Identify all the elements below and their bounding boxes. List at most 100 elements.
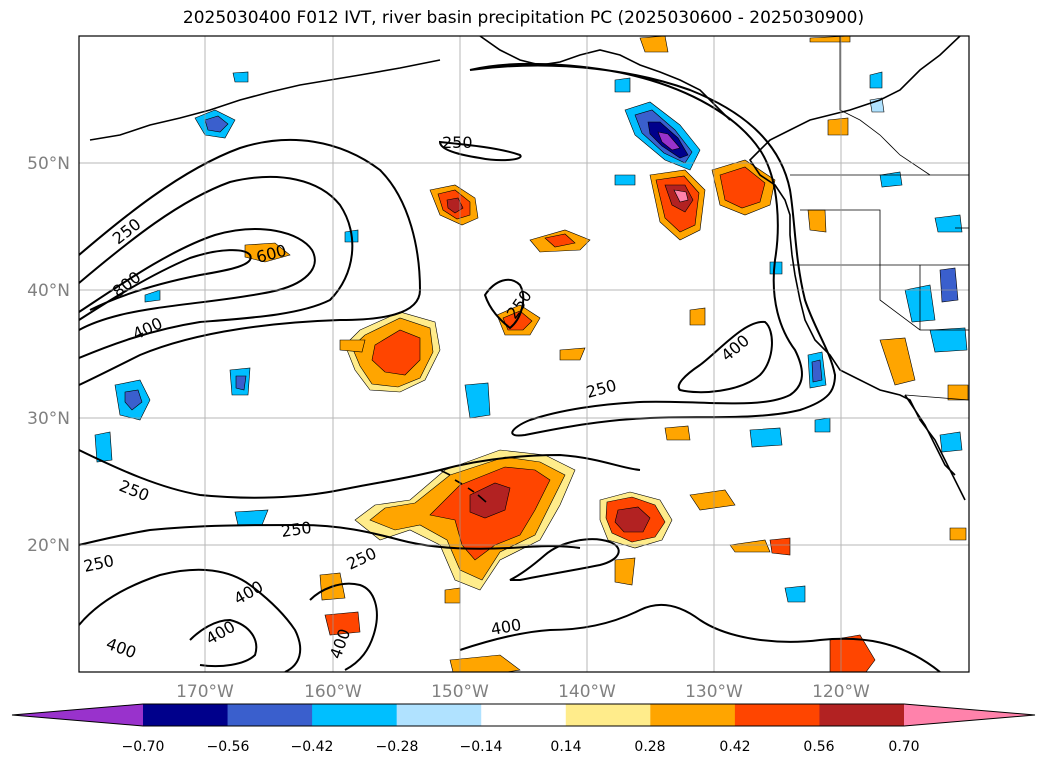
colorbar-segment: [227, 704, 313, 726]
precip-positive-region: [729, 539, 771, 553]
colorbar-tick-label: 0.56: [803, 739, 834, 755]
lat-label: 20°N: [27, 536, 70, 556]
lon-labels: 170°W 160°W 150°W 140°W 130°W 120°W: [176, 682, 870, 702]
ivt-contour-250-south: [79, 449, 641, 499]
ivt-contour-800: [79, 249, 252, 321]
aleutian-arc: [89, 59, 441, 141]
colorbar-segment: [650, 704, 736, 726]
colorbar-tick-labels: −0.70 −0.56 −0.42 −0.28 −0.14 0.14 0.28 …: [122, 739, 920, 755]
ivt-contour-400-low4: [189, 618, 258, 668]
colorbar-segment: [819, 704, 905, 726]
precip-positive-region: [614, 557, 636, 586]
ivt-contour-250-island: [483, 278, 525, 330]
map-panel: 250 250 800 400 600 250 250 400 250 250 …: [79, 36, 969, 672]
colorbar-tick-label: −0.14: [460, 739, 503, 755]
precip-positive-region: [614, 506, 651, 533]
precip-positive-region: [449, 654, 521, 672]
colorbar-tick-label: −0.28: [376, 739, 419, 755]
ivt-contour-400-small: [677, 320, 773, 394]
alaska-coast: [479, 36, 731, 121]
precip-negative-region: [934, 214, 963, 233]
ivt-contour-250: [79, 138, 422, 386]
ivt-contour-600: [79, 228, 316, 331]
precip-positive-region: [469, 482, 511, 519]
precip-negative-region: [784, 585, 806, 603]
ivt-contours: [79, 62, 941, 672]
precip-negative-region: [204, 115, 229, 133]
borders: [790, 36, 969, 401]
gridlines: [79, 36, 969, 672]
lon-label: 140°W: [558, 682, 616, 702]
precip-positive-region: [559, 347, 586, 361]
precip-positive-region: [673, 189, 689, 203]
baja-coast: [904, 394, 956, 476]
colorbar-extend-min: [12, 704, 143, 726]
precip-positive-region: [664, 425, 691, 441]
colorbar-segment: [143, 704, 229, 726]
colorbar-tick-label: 0.42: [719, 739, 750, 755]
precip-positive-region: [769, 537, 791, 556]
precip-negative-region: [144, 289, 161, 303]
contour-label: 250: [280, 518, 313, 541]
ivt-contour-250-small: [438, 140, 522, 162]
lat-label: 50°N: [27, 154, 70, 174]
ivt-contour-400: [79, 176, 354, 359]
colorbar-segment: [734, 704, 820, 726]
precip-negative-region: [235, 375, 247, 391]
colorbar-segment: [481, 704, 567, 726]
lon-label: 160°W: [304, 682, 362, 702]
precip-negative-region: [929, 327, 968, 353]
lat-label: 30°N: [27, 409, 70, 429]
precip-negative-region: [657, 131, 681, 151]
ivt-contour-250-low: [79, 523, 581, 550]
lon-label: 130°W: [685, 682, 743, 702]
colorbar-tick-label: −0.56: [207, 739, 250, 755]
lon-label: 150°W: [431, 682, 489, 702]
contour-label: 250: [442, 133, 473, 152]
lon-label: 120°W: [812, 682, 870, 702]
precip-positive-region: [807, 209, 827, 233]
colorbar-tick-label: −0.42: [291, 739, 334, 755]
precip-negative-region: [749, 427, 783, 448]
precip-positive-region: [719, 166, 766, 209]
precip-negative-region: [464, 382, 491, 419]
ivt-contour-250-low2: [509, 538, 620, 581]
ivt-contour-250-big: [469, 62, 837, 437]
precip-field: [94, 36, 969, 672]
map-title: 2025030400 F012 IVT, river basin precipi…: [182, 8, 865, 28]
lat-labels: 50°N 40°N 30°N 20°N: [27, 154, 70, 556]
precip-positive-region: [947, 384, 969, 401]
precip-negative-region: [769, 261, 783, 275]
precip-negative-region: [811, 359, 823, 383]
precip-negative-region: [614, 174, 636, 186]
map-frame: [78, 35, 970, 673]
colorbar-segment: [565, 704, 651, 726]
precip-negative-region: [232, 71, 249, 83]
precip-positive-region: [879, 337, 916, 386]
precip-positive-region: [827, 117, 849, 136]
precip-negative-region: [869, 71, 883, 89]
precip-negative-region: [939, 267, 959, 303]
lon-label: 170°W: [176, 682, 234, 702]
precip-negative-region: [879, 171, 903, 188]
colorbar: [11, 703, 1036, 727]
precip-positive-region: [339, 339, 366, 353]
precip-negative-region: [869, 97, 885, 113]
precip-negative-region: [614, 77, 631, 93]
colorbar-tick-label: −0.70: [122, 739, 165, 755]
ivt-contour-400-low3: [459, 603, 941, 672]
precip-positive-region: [244, 242, 291, 263]
ivt-contour-400-low2: [309, 582, 378, 671]
precip-negative-region: [814, 417, 831, 433]
precip-positive-region: [371, 329, 421, 376]
colorbar-tick-label: 0.70: [888, 739, 919, 755]
precip-positive-region: [324, 611, 361, 636]
colorbar-tick-label: 0.14: [550, 739, 581, 755]
precip-negative-region: [124, 389, 143, 411]
precip-negative-region: [234, 509, 269, 526]
colorbar-tick-label: 0.28: [634, 739, 665, 755]
colorbar-segment: [312, 704, 398, 726]
colorbar-extend-max: [904, 704, 1035, 726]
precip-positive-region: [446, 197, 464, 214]
